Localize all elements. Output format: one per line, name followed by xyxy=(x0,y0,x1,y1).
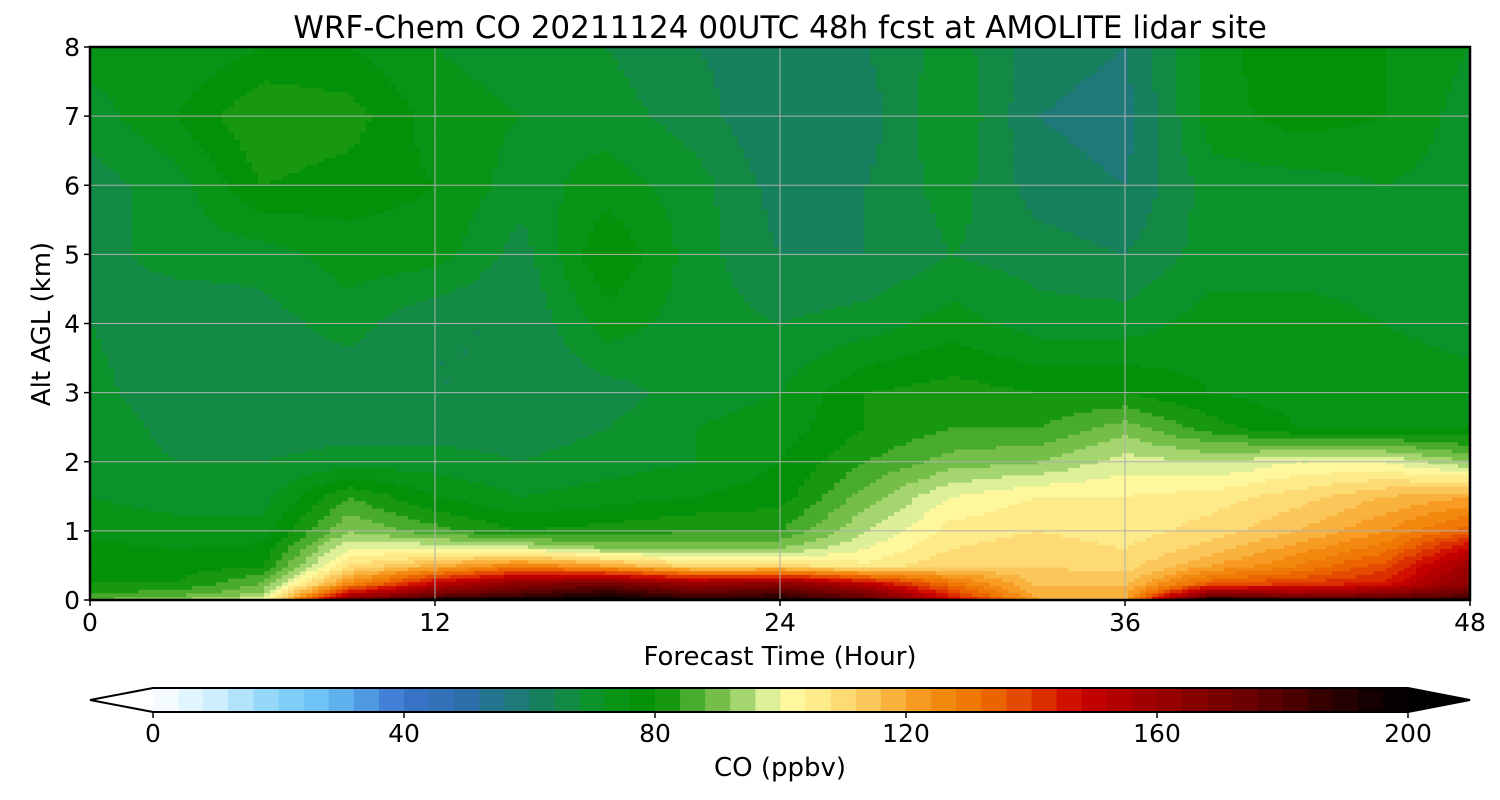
chart-title: WRF-Chem CO 20211124 00UTC 48h fcst at A… xyxy=(293,10,1267,46)
